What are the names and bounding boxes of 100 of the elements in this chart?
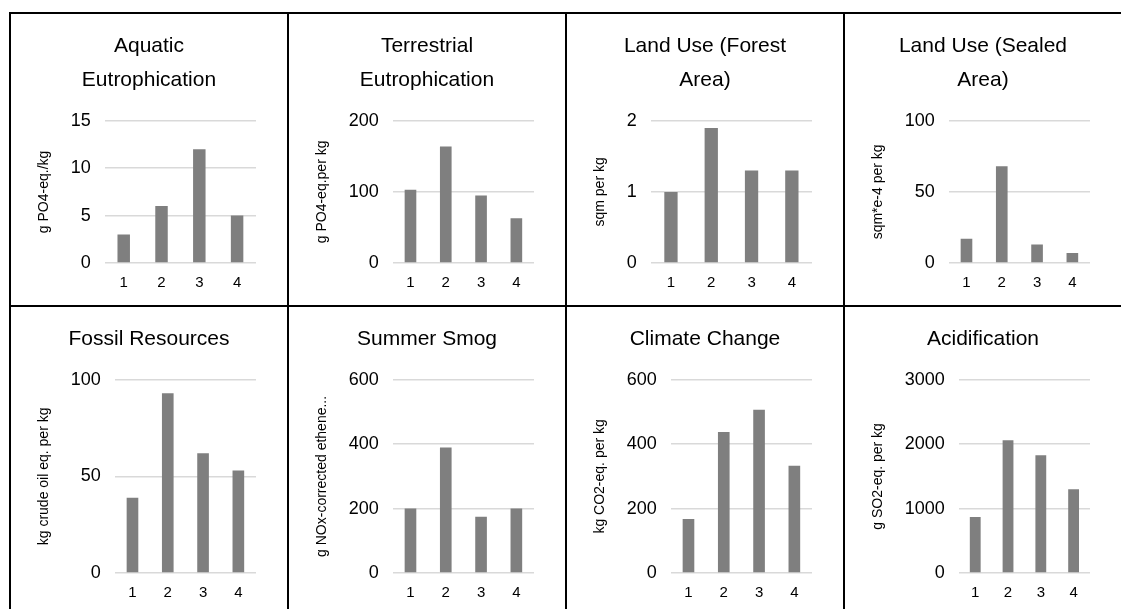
y-tick-label: 400 <box>626 433 657 454</box>
bar <box>439 447 452 573</box>
x-tick-label: 1 <box>119 273 128 291</box>
bar <box>704 127 718 263</box>
x-tick-label: 3 <box>754 583 764 601</box>
y-axis-title: kg crude oil eq. per kg <box>35 407 52 546</box>
bar <box>230 215 244 263</box>
x-tick-label: 3 <box>476 583 486 601</box>
chart-title: Land Use (Forest Area) <box>622 32 788 92</box>
bar <box>117 234 130 263</box>
bar <box>1066 253 1079 263</box>
bar <box>510 508 523 573</box>
y-tick-label: 100 <box>70 368 101 389</box>
bar <box>753 409 765 573</box>
bar <box>717 431 730 573</box>
y-tick-label: 100 <box>904 109 935 130</box>
y-tick-label: 600 <box>626 368 657 389</box>
bar <box>995 166 1008 263</box>
x-tick-label: 1 <box>962 273 971 291</box>
y-tick-label: 100 <box>348 180 379 201</box>
bar <box>664 191 678 263</box>
x-tick-label: 2 <box>997 273 1006 291</box>
bar <box>232 470 245 573</box>
x-tick-label: 3 <box>476 273 486 291</box>
chart-title: Climate Change <box>628 325 782 351</box>
y-tick-label: 1 <box>626 180 637 201</box>
chart-title: Land Use (Sealed Area) <box>897 32 1069 92</box>
bar <box>1031 244 1043 263</box>
bar <box>960 238 973 263</box>
y-tick-label: 3000 <box>904 368 945 389</box>
x-tick-label: 2 <box>1003 583 1013 601</box>
bar <box>682 518 695 573</box>
bar <box>744 170 759 263</box>
bar <box>1035 455 1047 573</box>
y-tick-label: 50 <box>80 465 101 486</box>
y-axis-title: g PO4-eq./kg <box>35 150 52 234</box>
x-tick-label: 3 <box>195 273 204 291</box>
x-tick-label: 2 <box>441 273 450 291</box>
x-tick-label: 2 <box>719 583 728 601</box>
x-tick-label: 2 <box>707 273 716 291</box>
y-tick-label: 2 <box>626 109 637 130</box>
y-tick-label: 1000 <box>904 497 945 518</box>
y-tick-label: 50 <box>914 180 935 201</box>
x-tick-label: 4 <box>232 273 242 291</box>
y-tick-label: 0 <box>626 251 637 272</box>
x-tick-label: 3 <box>1036 583 1045 601</box>
bar <box>1068 489 1080 573</box>
y-axis-title: g SO2-eq. per kg <box>869 423 886 530</box>
chart-title: Aquatic Eutrophication <box>80 32 218 92</box>
bar <box>126 497 139 573</box>
x-tick-label: 4 <box>512 583 521 601</box>
y-axis-title: sqm*e-4 per kg <box>869 144 886 240</box>
bar <box>475 195 487 263</box>
y-tick-label: 0 <box>80 251 91 272</box>
x-tick-label: 1 <box>128 583 137 601</box>
bar <box>193 149 206 263</box>
x-tick-label: 1 <box>406 273 415 291</box>
x-tick-label: 1 <box>406 583 415 601</box>
y-tick-label: 0 <box>90 561 101 582</box>
x-tick-label: 3 <box>747 273 756 291</box>
x-tick-label: 1 <box>666 273 676 291</box>
x-tick-label: 4 <box>790 583 799 601</box>
bar <box>404 508 417 573</box>
y-tick-label: 200 <box>348 109 379 130</box>
x-tick-label: 4 <box>1069 583 1078 601</box>
y-tick-label: 200 <box>348 497 379 518</box>
y-axis-title: kg CO2-eq. per kg <box>591 419 608 534</box>
chart-title: Acidification <box>925 325 1041 351</box>
x-tick-label: 4 <box>234 583 243 601</box>
y-tick-label: 0 <box>934 561 945 582</box>
bar <box>788 465 801 573</box>
bar <box>404 189 417 263</box>
chart-title: Summer Smog <box>355 325 498 351</box>
bar <box>161 393 174 573</box>
bar <box>475 516 487 573</box>
x-tick-label: 2 <box>441 583 450 601</box>
bar <box>439 146 452 263</box>
y-tick-label: 0 <box>368 561 379 582</box>
x-tick-label: 3 <box>198 583 208 601</box>
y-tick-label: 5 <box>80 204 91 225</box>
bar <box>785 170 799 263</box>
chart-title: Fossil Resources <box>67 325 231 351</box>
x-tick-label: 3 <box>1032 273 1042 291</box>
x-tick-label: 1 <box>971 583 980 601</box>
y-tick-label: 0 <box>924 251 935 272</box>
bar <box>197 453 209 573</box>
y-tick-label: 15 <box>70 109 91 130</box>
bar <box>510 218 523 263</box>
x-tick-label: 4 <box>512 273 521 291</box>
y-axis-title: g PO4-eq.per kg <box>313 140 330 244</box>
y-tick-label: 0 <box>646 561 657 582</box>
bar <box>969 516 981 573</box>
y-axis-title: sqm per kg <box>591 157 608 227</box>
bar <box>155 206 168 263</box>
y-tick-label: 2000 <box>904 433 945 454</box>
chart-title: Terrestrial Eutrophication <box>358 32 496 92</box>
y-tick-label: 0 <box>368 251 379 272</box>
x-tick-label: 1 <box>684 583 693 601</box>
y-axis-title: g NOx-corrected ethene... <box>313 395 330 557</box>
x-tick-label: 4 <box>787 273 797 291</box>
